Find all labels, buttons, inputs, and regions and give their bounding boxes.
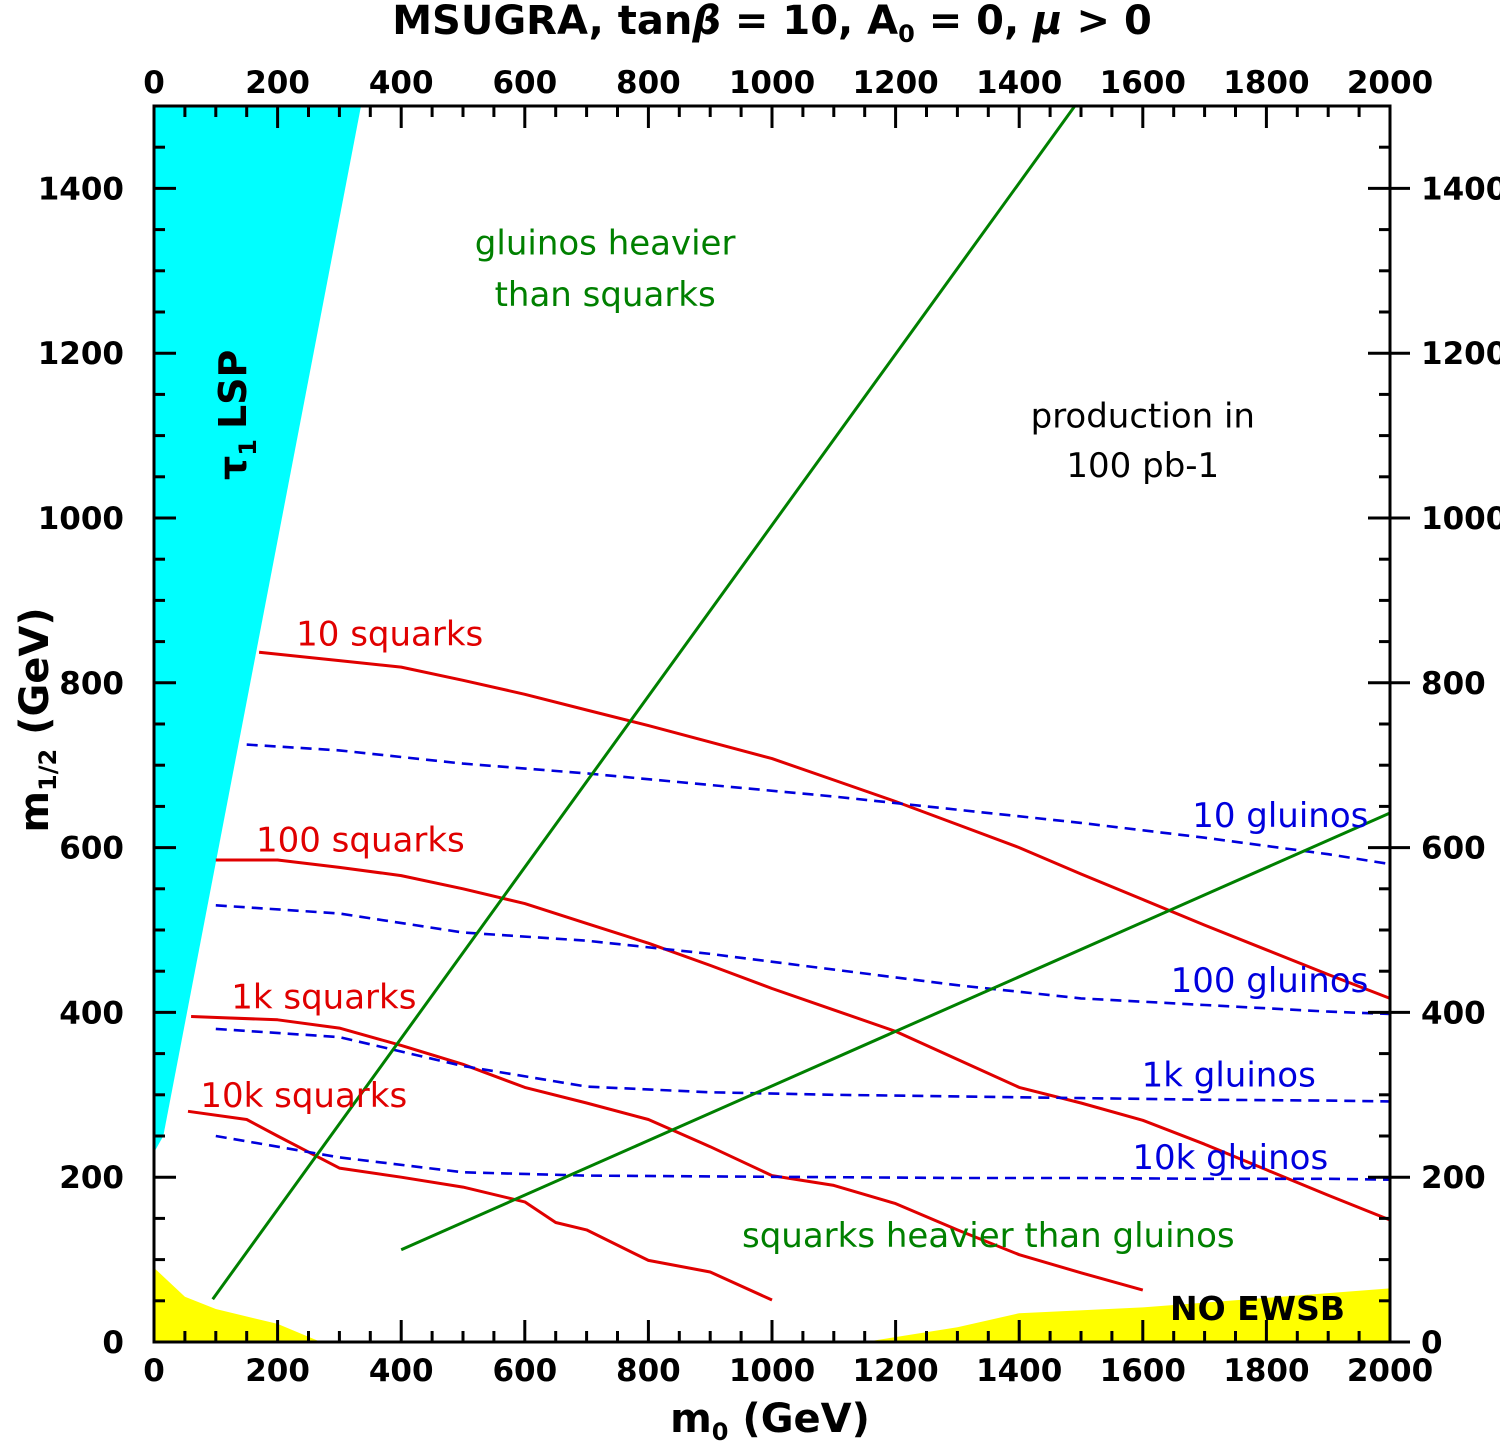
annotation-1k-gluinos: 1k gluinos [1142,1056,1316,1096]
annotation-100-pb-1: 100 pb-1 [1066,446,1219,486]
annotation-10-squarks: 10 squarks [296,615,483,655]
series-1k-squarks [191,1015,1144,1292]
region-no-ewsb [154,1267,321,1342]
x-tick-label-top: 1000 [729,65,815,101]
annotation-1k-squarks: 1k squarks [231,977,416,1017]
x-tick-label-bottom: 200 [245,1353,310,1389]
annotation-100-gluinos: 100 gluinos [1171,961,1369,1001]
x-tick-label-bottom: 1200 [852,1353,938,1389]
y-tick-label-right: 200 [1421,1160,1486,1196]
x-tick-label-top: 0 [143,65,165,101]
x-tick-label-bottom: 1600 [1100,1353,1186,1389]
x-tick-label-bottom: 600 [492,1353,557,1389]
y-tick-label-left: 1000 [38,501,124,537]
region-no-ewsb-right [864,1288,1390,1342]
series-10-squarks [258,650,1391,1000]
y-tick-label-left: 600 [59,831,124,867]
x-tick-label-top: 1800 [1223,65,1309,101]
x-tick-label-top: 1200 [852,65,938,101]
annotation-10k-gluinos: 10k gluinos [1132,1138,1328,1178]
axis-ticks: 0020020040040060060080080010001000120012… [38,65,1500,1389]
x-tick-label-top: 1400 [976,65,1062,101]
tau-lsp-label: LSP [211,350,255,429]
x-tick-label-top: 1600 [1100,65,1186,101]
annotation-100-squarks: 100 squarks [256,821,465,861]
tau-subscript: 1 [234,439,262,456]
series-100-squarks [215,858,1391,1222]
tau-symbol: τ [211,456,255,480]
filled-regions [154,106,1390,1342]
y-tick-label-right: 400 [1421,995,1486,1031]
y-tick-label-right: 1200 [1421,336,1500,372]
annotation-10-gluinos: 10 gluinos [1192,796,1368,836]
series-100-gluinos [215,904,1391,1016]
series-squarks-heavier-than-gluinos [400,811,1391,1252]
y-tick-label-right: 0 [1421,1325,1443,1361]
x-tick-label-top: 200 [245,65,310,101]
x-tick-label-bottom: 2000 [1347,1353,1433,1389]
y-tick-label-left: 1200 [38,336,124,372]
chart-title: MSUGRA, tanβ = 10, A0 = 0, μ > 0 [392,0,1152,48]
y-tick-label-left: 400 [59,995,124,1031]
series-10k-gluinos [215,1134,1391,1181]
y-tick-label-right: 600 [1421,831,1486,867]
x-axis-title: m0 (GeV) [670,1396,870,1442]
curves [187,105,1391,1302]
x-tick-label-bottom: 0 [143,1353,165,1389]
annotations: 10 squarks 100 squarks 1k squarks 10k squar… [200,223,1368,1256]
annotation-squarks-heavier-than-gluinos: squarks heavier than gluinos [742,1216,1235,1256]
y-tick-label-right: 1400 [1421,171,1500,207]
annotation-than-squarks: than squarks [495,275,716,315]
x-tick-label-bottom: 1000 [729,1353,815,1389]
annotation-production-in: production in [1031,396,1255,436]
x-tick-label-bottom: 800 [616,1353,681,1389]
annotation-10k-squarks: 10k squarks [200,1076,407,1116]
y-tick-label-left: 1400 [38,171,124,207]
region-label-tau-lsp: τ1 LSP [211,350,262,480]
x-tick-label-top: 2000 [1347,65,1433,101]
region-label-no-ewsb: NO EWSB [1170,1289,1345,1328]
y-tick-label-left: 800 [59,666,124,702]
x-tick-label-bottom: 1400 [976,1353,1062,1389]
x-tick-label-top: 800 [616,65,681,101]
y-axis-title: m1/2 (GeV) [12,607,62,832]
x-tick-label-top: 400 [369,65,434,101]
x-tick-label-bottom: 1800 [1223,1353,1309,1389]
series-10k-squarks [187,1109,773,1302]
y-tick-label-right: 1000 [1421,501,1500,537]
y-tick-label-left: 0 [102,1325,124,1361]
series-1k-gluinos [215,1027,1391,1103]
y-tick-label-right: 800 [1421,666,1486,702]
annotation-gluinos-heavier: gluinos heavier [475,223,736,263]
y-tick-label-left: 200 [59,1160,124,1196]
region-tau-lsp [154,106,361,1153]
x-tick-label-bottom: 400 [369,1353,434,1389]
series-gluinos-heavier-than-squarks [211,105,1077,1301]
x-tick-label-top: 600 [492,65,557,101]
